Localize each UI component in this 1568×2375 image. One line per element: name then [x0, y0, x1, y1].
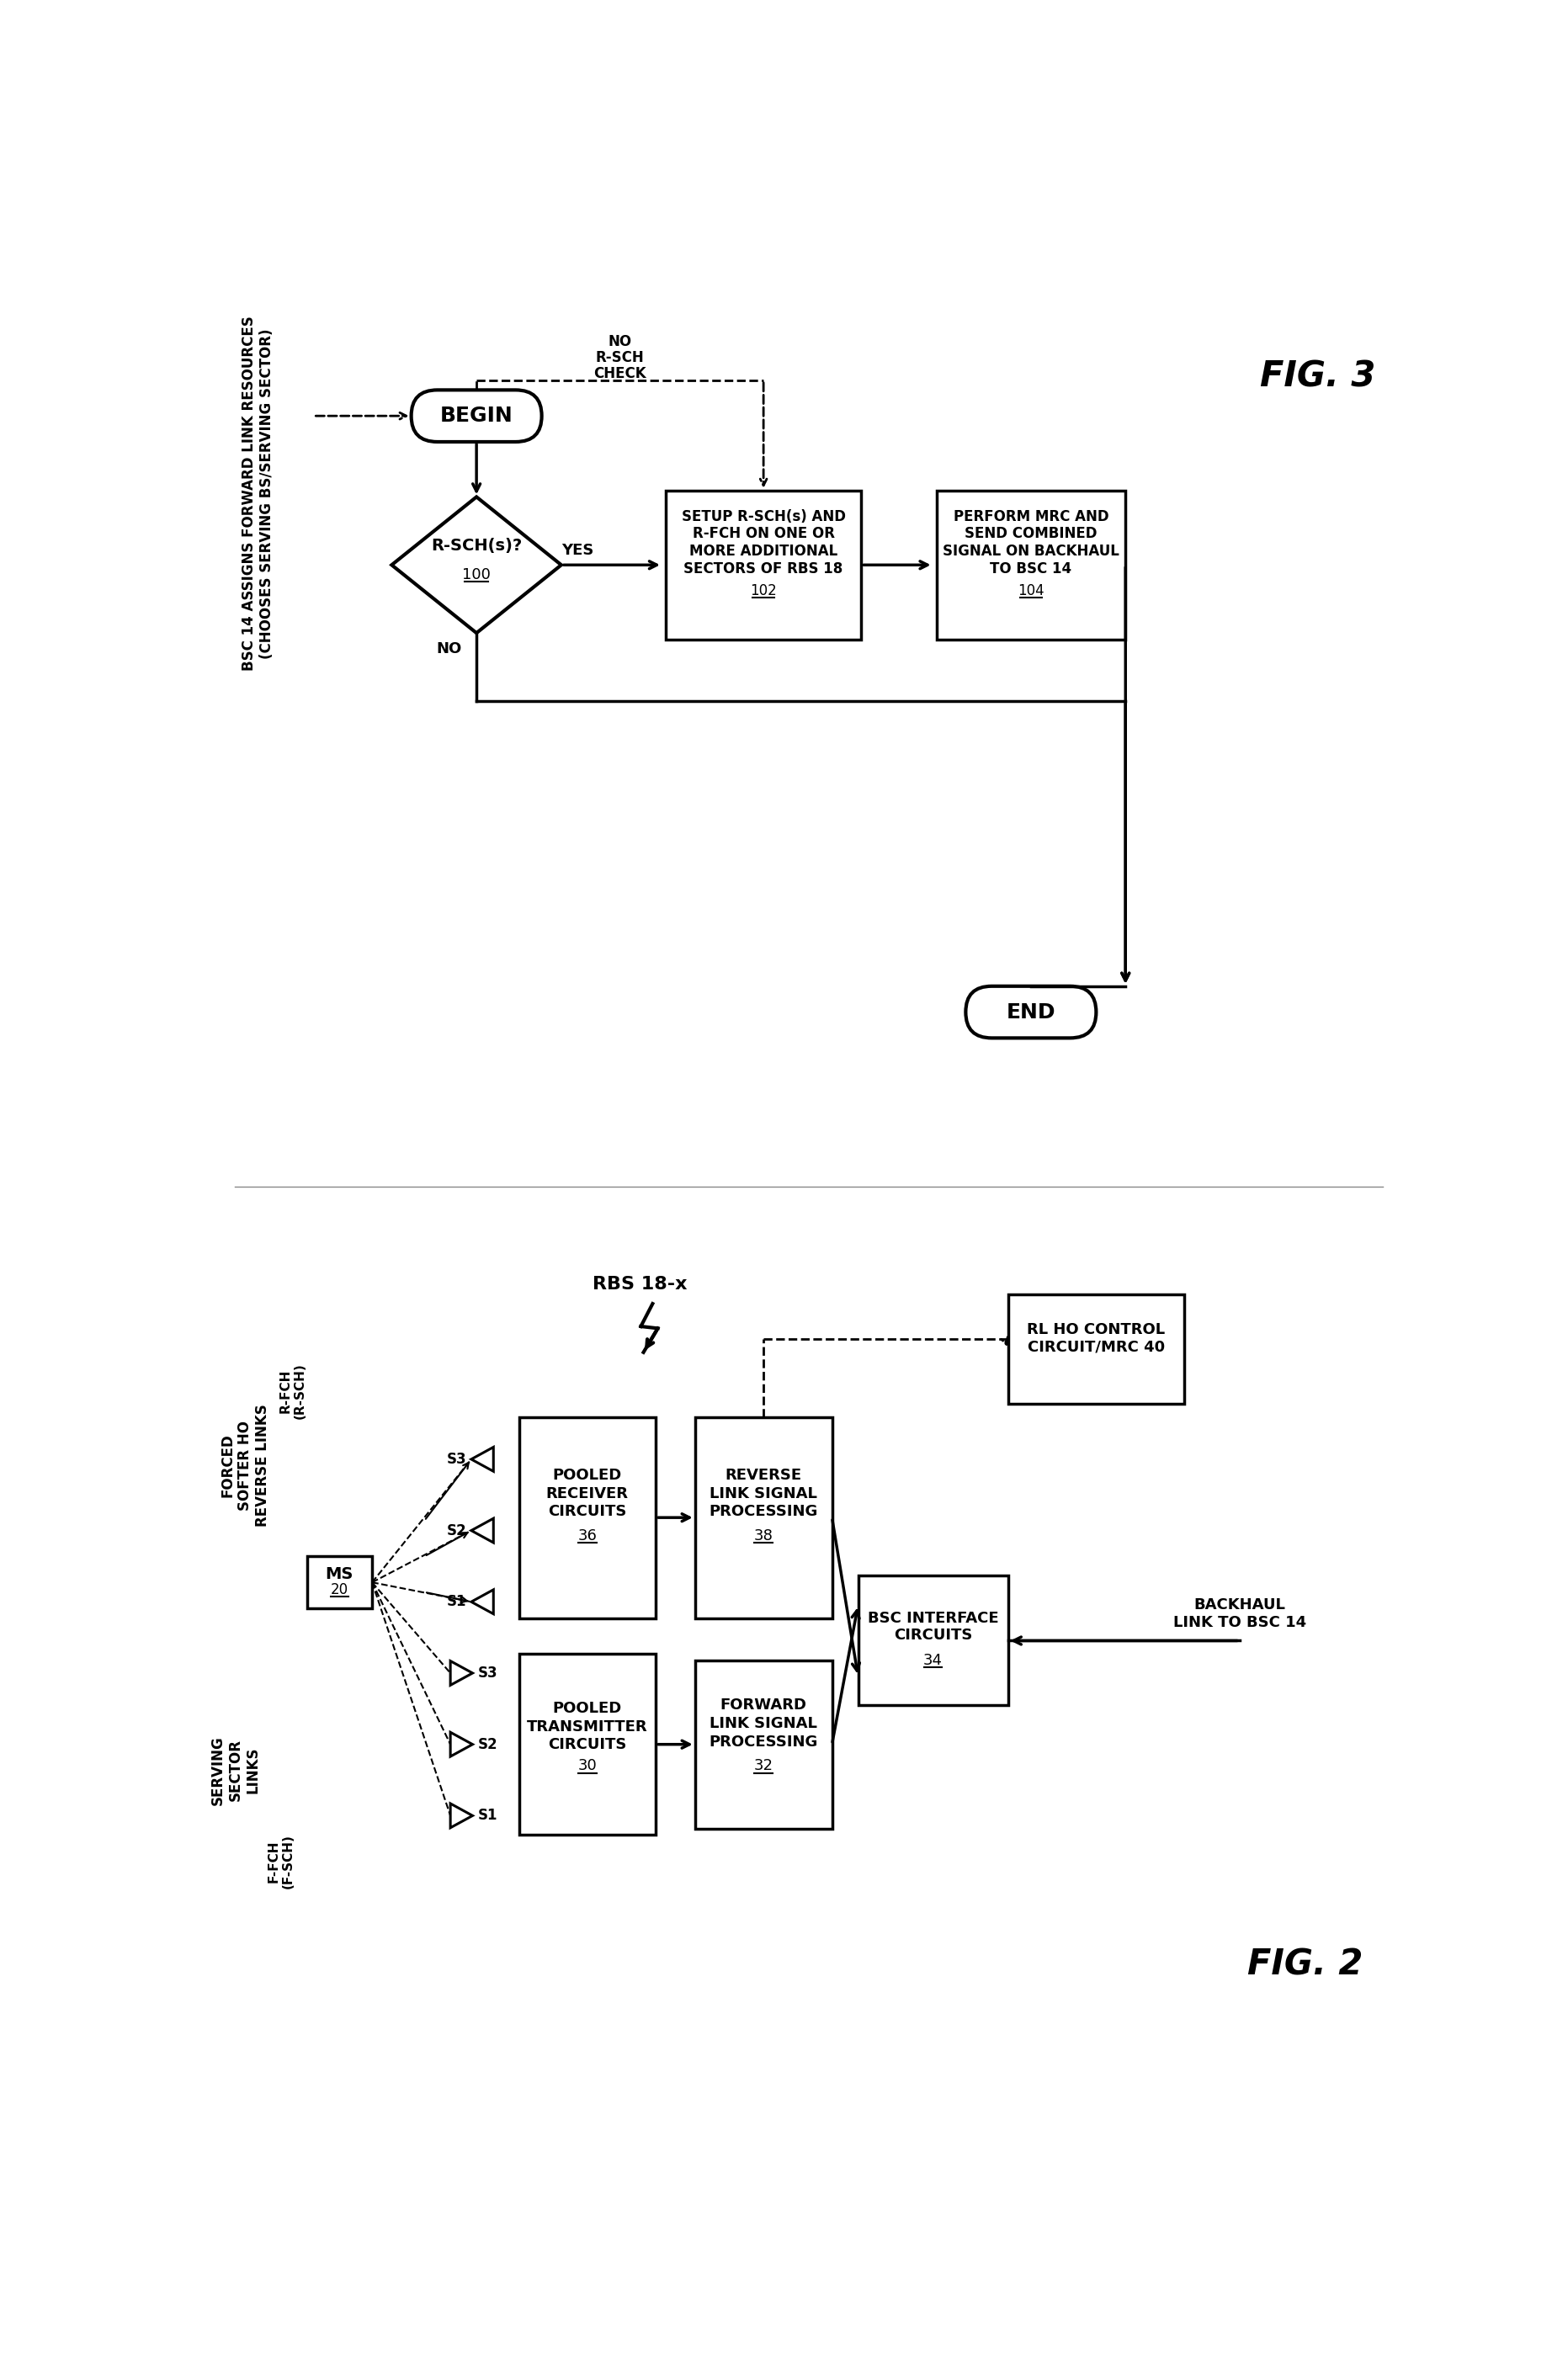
Text: R-SCH(s)?: R-SCH(s)? [431, 537, 522, 553]
Text: SERVING
SECTOR
LINKS: SERVING SECTOR LINKS [210, 1736, 260, 1805]
Text: END: END [1007, 1002, 1055, 1021]
Text: REVERSE: REVERSE [724, 1468, 801, 1482]
Bar [695, 1418, 833, 1617]
Text: POOLED: POOLED [554, 1468, 622, 1482]
Text: SEND COMBINED: SEND COMBINED [964, 527, 1098, 542]
Text: BSC INTERFACE: BSC INTERFACE [867, 1610, 999, 1624]
Text: S2: S2 [447, 1522, 467, 1539]
Text: RBS 18-x: RBS 18-x [593, 1275, 687, 1292]
Text: PROCESSING: PROCESSING [709, 1503, 818, 1520]
Text: RL HO CONTROL: RL HO CONTROL [1027, 1323, 1165, 1337]
Text: NO: NO [436, 641, 463, 658]
Text: S3: S3 [447, 1451, 467, 1468]
Text: CIRCUITS: CIRCUITS [549, 1503, 627, 1520]
Polygon shape [472, 1446, 494, 1472]
Text: TRANSMITTER: TRANSMITTER [527, 1719, 648, 1734]
Text: 32: 32 [754, 1758, 773, 1774]
Text: MS: MS [326, 1568, 353, 1582]
Polygon shape [450, 1731, 472, 1757]
Text: MORE ADDITIONAL: MORE ADDITIONAL [690, 544, 837, 558]
Text: F-FCH
(F-SCH): F-FCH (F-SCH) [267, 1833, 295, 1888]
Text: PROCESSING: PROCESSING [709, 1734, 818, 1750]
Bar [1008, 1294, 1184, 1404]
Text: CIRCUIT/MRC 40: CIRCUIT/MRC 40 [1027, 1340, 1165, 1354]
Text: 102: 102 [750, 584, 776, 598]
Bar [936, 489, 1126, 639]
Text: S3: S3 [478, 1665, 497, 1682]
Text: TO BSC 14: TO BSC 14 [989, 560, 1073, 577]
Text: FIG. 3: FIG. 3 [1261, 359, 1375, 394]
Bar [519, 1418, 655, 1617]
FancyBboxPatch shape [411, 390, 541, 442]
Text: FORCED
SOFTER HO
REVERSE LINKS: FORCED SOFTER HO REVERSE LINKS [220, 1404, 270, 1527]
Text: CIRCUITS: CIRCUITS [549, 1736, 627, 1753]
Polygon shape [472, 1589, 494, 1615]
Text: CHECK: CHECK [594, 366, 646, 382]
Polygon shape [450, 1660, 472, 1686]
Text: FORWARD: FORWARD [720, 1698, 808, 1712]
FancyBboxPatch shape [966, 986, 1096, 1038]
Text: R-SCH: R-SCH [596, 349, 644, 366]
Text: 20: 20 [331, 1582, 348, 1598]
Text: 104: 104 [1018, 584, 1044, 598]
Polygon shape [392, 496, 561, 634]
Text: FIG. 2: FIG. 2 [1247, 1947, 1363, 1983]
Text: LINK SIGNAL: LINK SIGNAL [710, 1487, 817, 1501]
Text: R-FCH ON ONE OR: R-FCH ON ONE OR [693, 527, 834, 542]
Text: S1: S1 [478, 1807, 497, 1824]
Text: NO: NO [608, 335, 632, 349]
Text: POOLED: POOLED [554, 1700, 622, 1717]
Text: LINK TO BSC 14: LINK TO BSC 14 [1173, 1615, 1306, 1629]
Text: S1: S1 [447, 1594, 467, 1610]
Bar [666, 489, 861, 639]
Text: LINK SIGNAL: LINK SIGNAL [710, 1717, 817, 1731]
Polygon shape [450, 1803, 472, 1829]
Text: 38: 38 [754, 1527, 773, 1544]
Text: RECEIVER: RECEIVER [546, 1487, 629, 1501]
Polygon shape [472, 1518, 494, 1544]
Text: 100: 100 [463, 568, 491, 582]
Text: BSC 14 ASSIGNS FORWARD LINK RESOURCES
(CHOOSES SERVING BS/SERVING SECTOR): BSC 14 ASSIGNS FORWARD LINK RESOURCES (C… [241, 316, 274, 672]
Text: R-FCH
(R-SCH): R-FCH (R-SCH) [279, 1363, 306, 1420]
Text: S2: S2 [478, 1736, 497, 1753]
Text: PERFORM MRC AND: PERFORM MRC AND [953, 508, 1109, 525]
Text: 30: 30 [577, 1758, 597, 1774]
Text: SECTORS OF RBS 18: SECTORS OF RBS 18 [684, 560, 844, 577]
Text: BEGIN: BEGIN [441, 406, 513, 425]
Bar [695, 1660, 833, 1829]
Text: SETUP R-SCH(s) AND: SETUP R-SCH(s) AND [682, 508, 845, 525]
Bar [519, 1653, 655, 1836]
Text: 36: 36 [577, 1527, 597, 1544]
Bar [858, 1577, 1008, 1705]
Text: BACKHAUL: BACKHAUL [1193, 1598, 1286, 1613]
Text: 34: 34 [924, 1653, 942, 1667]
Text: CIRCUITS: CIRCUITS [894, 1627, 972, 1643]
Text: SIGNAL ON BACKHAUL: SIGNAL ON BACKHAUL [942, 544, 1120, 558]
Bar [307, 1556, 372, 1608]
Text: YES: YES [561, 544, 594, 558]
